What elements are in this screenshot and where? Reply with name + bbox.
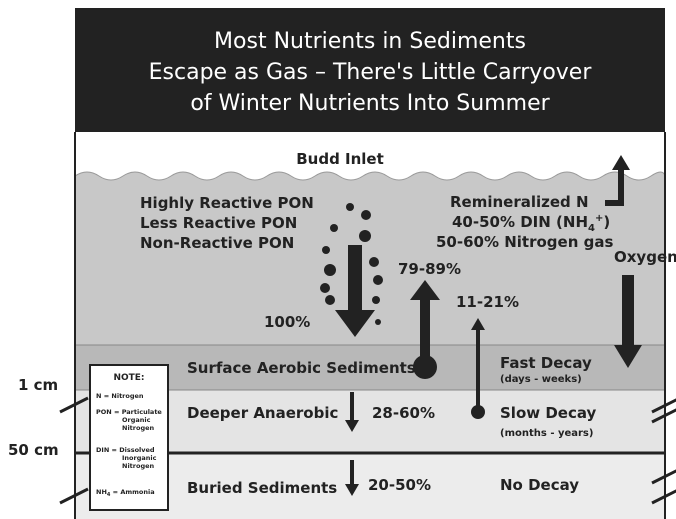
decay: Fast Decay bbox=[500, 354, 592, 372]
layer-name: Buried Sediments bbox=[187, 479, 337, 497]
pct: 28-60% bbox=[372, 404, 435, 422]
depth: 50 cm bbox=[8, 441, 59, 459]
period: (days - weeks) bbox=[500, 374, 582, 385]
note-line: Inorganic bbox=[122, 454, 157, 462]
label: Oxygen bbox=[614, 248, 676, 266]
note-line: Organic bbox=[122, 416, 151, 424]
pct: 20-50% bbox=[368, 476, 431, 494]
label: 79-89% bbox=[398, 260, 461, 278]
note-line: Nitrogen bbox=[122, 424, 155, 432]
layer-name: Deeper Anaerobic bbox=[187, 404, 338, 422]
decay: No Decay bbox=[500, 476, 579, 494]
label: 100% bbox=[264, 313, 310, 331]
note-line: N = Nitrogen bbox=[96, 392, 144, 400]
title: Most Nutrients in Sediments bbox=[214, 29, 526, 54]
note-line: Nitrogen bbox=[122, 462, 155, 470]
note-line: PON = Particulate bbox=[96, 408, 162, 416]
title: of Winter Nutrients Into Summer bbox=[190, 91, 550, 116]
text: 40-50% DIN (NH bbox=[452, 213, 588, 231]
label: Budd Inlet bbox=[296, 150, 384, 168]
period: (months - years) bbox=[500, 428, 593, 439]
layer-name: Surface Aerobic Sediments bbox=[187, 359, 416, 377]
diagram: Most Nutrients in Sediments Escape as Ga… bbox=[0, 0, 676, 519]
decay: Slow Decay bbox=[500, 404, 597, 422]
label: 50-60% Nitrogen gas bbox=[436, 233, 613, 251]
depth: 1 cm bbox=[18, 376, 58, 394]
label: Remineralized N bbox=[450, 193, 589, 211]
text: NH bbox=[96, 488, 107, 496]
text: ) bbox=[603, 213, 610, 231]
label: 40-50% DIN (NH4+) bbox=[452, 213, 610, 234]
label: 11-21% bbox=[456, 293, 519, 311]
text: = Ammonia bbox=[110, 488, 154, 496]
note-line: DIN = Dissolved bbox=[96, 446, 155, 454]
pon-label: Highly Reactive PON bbox=[140, 194, 314, 212]
pon-label: Non-Reactive PON bbox=[140, 234, 294, 252]
note-title: NOTE: bbox=[113, 373, 144, 383]
text: + bbox=[595, 213, 603, 224]
pon-label: Less Reactive PON bbox=[140, 214, 297, 232]
title: Escape as Gas – There's Little Carryover bbox=[149, 60, 593, 85]
